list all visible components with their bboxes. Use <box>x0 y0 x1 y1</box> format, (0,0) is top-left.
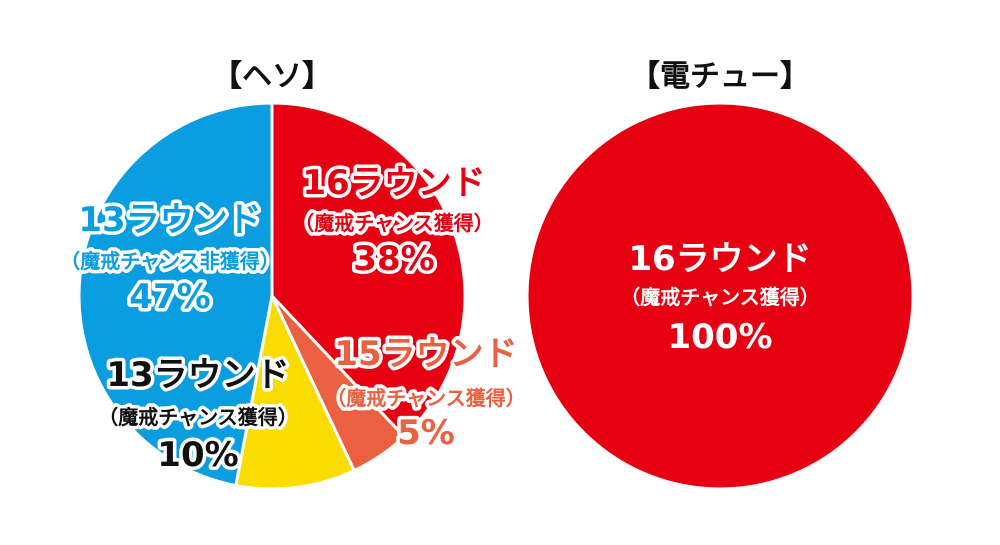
pie-heso-labels: 16ラウンド （魔戒チャンス獲得） 38% 15ラウンド （魔戒チャンス獲得） … <box>57 160 529 479</box>
slice-value-label: 38% <box>353 239 434 279</box>
pie-heso-slices <box>77 101 467 491</box>
slice-label-16r: 16ラウンド （魔戒チャンス獲得） 38% <box>291 160 497 283</box>
slice-label-note: （魔戒チャンス獲得） <box>326 386 525 410</box>
slice-label-note: （魔戒チャンス非獲得） <box>60 249 279 273</box>
slice-value-label: 47% <box>129 277 210 317</box>
slice-value-label: 5% <box>397 413 455 453</box>
slice-value-label: 10% <box>157 435 238 475</box>
pie-slice-0 <box>270 101 467 439</box>
pie-denchu-title: 【電チュー】 <box>630 59 810 94</box>
slice-label-13r-blue: 13ラウンド （魔戒チャンス非獲得） 47% <box>57 197 283 321</box>
pie-denchu: 【電チュー】 16ラウンド （魔戒チャンス獲得） 100% <box>525 59 915 491</box>
slice-label-note: （魔戒チャンス獲得） <box>98 405 297 429</box>
pie-denchu-labels: 16ラウンド （魔戒チャンス獲得） 100% <box>620 239 819 357</box>
pie-slice-3 <box>77 101 274 488</box>
slice-label-title: 16ラウンド <box>302 163 485 203</box>
slice-label-15r: 15ラウンド （魔戒チャンス獲得） 5% <box>323 331 529 457</box>
slice-label-note: （魔戒チャンス獲得） <box>294 211 493 235</box>
slice-label-title: 15ラウンド <box>334 334 517 374</box>
slice-label-title: 13ラウンド <box>78 200 261 240</box>
slice-value-label: 100% <box>667 317 772 357</box>
pie-heso: 【ヘソ】 16ラウンド （魔戒チャンス獲得） 38% 15ラウンド （魔戒チャン… <box>57 59 529 491</box>
slice-label-note: （魔戒チャンス獲得） <box>620 285 819 309</box>
pie-denchu-slices <box>525 101 915 491</box>
slice-label-title: 16ラウンド <box>628 239 811 279</box>
slice-label-16r-full: 16ラウンド （魔戒チャンス獲得） 100% <box>620 239 819 357</box>
pie-slice-0 <box>525 101 915 491</box>
pie-slice-2 <box>234 294 356 491</box>
pie-heso-title: 【ヘソ】 <box>212 59 332 94</box>
slice-label-title: 13ラウンド <box>106 355 289 395</box>
slice-label-13r-yellow: 13ラウンド （魔戒チャンス獲得） 10% <box>95 352 301 479</box>
